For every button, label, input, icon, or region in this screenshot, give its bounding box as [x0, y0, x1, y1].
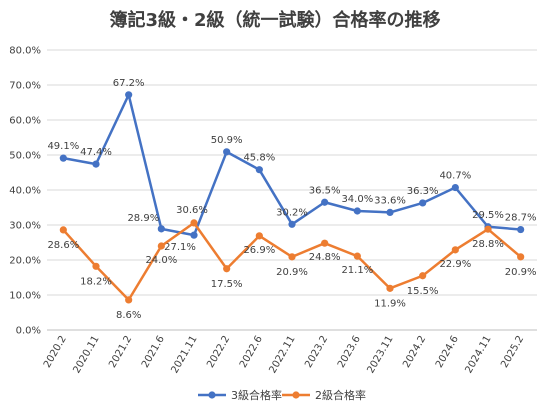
y-tick-label: 30.0%	[9, 221, 41, 232]
data-point-1	[59, 154, 67, 162]
data-label-1: 49.1%	[47, 141, 79, 152]
data-point-2	[125, 296, 133, 304]
data-label-2: 28.8%	[472, 239, 504, 250]
data-label-1: 28.7%	[505, 213, 537, 224]
x-tick-label: 2022.2	[205, 334, 232, 370]
data-point-2	[190, 219, 198, 227]
data-point-1	[125, 91, 133, 99]
data-point-2	[92, 262, 100, 270]
y-tick-label: 50.0%	[9, 151, 41, 162]
x-tick-label: 2022.11	[267, 334, 297, 375]
data-label-2: 24.0%	[145, 255, 177, 266]
data-point-2	[223, 265, 231, 273]
y-tick-label: 80.0%	[9, 46, 41, 57]
data-label-2: 20.9%	[276, 267, 308, 278]
data-label-1: 27.1%	[164, 242, 196, 253]
x-tick-label: 2023.11	[365, 334, 395, 375]
data-label-1: 45.8%	[243, 153, 275, 164]
x-tick-label: 2024.2	[401, 334, 428, 370]
x-tick-label: 2024.6	[434, 334, 461, 370]
data-point-1	[190, 231, 198, 239]
x-tick-label: 2023.6	[336, 334, 363, 370]
data-label-1: 67.2%	[113, 78, 145, 89]
data-label-1: 36.3%	[407, 186, 439, 197]
data-point-1	[321, 198, 329, 206]
data-point-2	[517, 253, 525, 261]
x-tick-label: 2021.2	[107, 334, 134, 370]
legend-label: 3級合格率	[231, 388, 282, 402]
x-tick-label: 2024.11	[463, 334, 493, 375]
x-tick-label: 2020.11	[71, 334, 101, 375]
data-point-2	[288, 253, 296, 261]
data-point-1	[419, 199, 427, 207]
data-point-2	[353, 252, 361, 260]
data-point-1	[517, 225, 525, 234]
x-tick-label: 2021.11	[169, 334, 199, 375]
x-tick-label: 2023.2	[303, 334, 330, 370]
legend-label: 2級合格率	[315, 388, 366, 402]
data-point-2	[484, 225, 492, 233]
data-point-1	[353, 207, 361, 215]
data-label-1: 40.7%	[439, 171, 471, 182]
data-point-1	[451, 183, 459, 192]
data-label-2: 24.8%	[309, 252, 341, 263]
data-point-2	[451, 246, 459, 254]
data-label-2: 11.9%	[374, 298, 406, 309]
data-label-1: 50.9%	[211, 135, 243, 146]
data-label-1: 30.2%	[276, 207, 308, 218]
data-label-2: 8.6%	[116, 310, 141, 321]
data-point-2	[59, 226, 67, 234]
data-point-1	[157, 225, 165, 233]
x-tick-label: 2020.2	[42, 334, 69, 370]
x-tick-label: 2021.6	[140, 334, 167, 370]
data-label-1: 36.5%	[309, 185, 341, 196]
data-label-1: 28.9%	[127, 213, 159, 224]
data-point-2	[157, 242, 165, 250]
data-label-2: 26.9%	[243, 245, 275, 256]
data-label-2: 22.9%	[439, 259, 471, 270]
data-point-1	[386, 208, 394, 216]
data-label-1: 34.0%	[341, 194, 373, 205]
data-point-1	[288, 220, 296, 228]
x-tick-label: 2022.6	[238, 334, 265, 370]
data-point-1	[255, 166, 263, 174]
y-tick-label: 10.0%	[9, 291, 41, 302]
y-tick-label: 40.0%	[9, 186, 41, 197]
data-point-1	[92, 160, 100, 168]
data-point-2	[419, 272, 427, 280]
data-point-2	[321, 239, 329, 247]
data-label-2: 20.9%	[505, 267, 537, 278]
x-tick-label: 2025.2	[499, 334, 526, 370]
data-label-2: 28.6%	[47, 240, 79, 251]
legend-marker	[208, 391, 216, 399]
y-tick-label: 70.0%	[9, 81, 41, 92]
y-tick-label: 0.0%	[16, 326, 41, 337]
data-label-2: 18.2%	[80, 276, 112, 287]
chart-title: 簿記3級・2級（統一試験）合格率の推移	[109, 10, 441, 31]
data-label-1: 33.6%	[374, 195, 406, 206]
y-tick-label: 60.0%	[9, 116, 41, 127]
data-label-2: 30.6%	[176, 205, 208, 216]
data-label-2: 21.1%	[341, 265, 373, 276]
data-label-2: 17.5%	[211, 279, 243, 290]
data-point-1	[223, 148, 231, 156]
data-label-1: 47.4%	[80, 147, 112, 158]
y-tick-label: 20.0%	[9, 256, 41, 267]
legend-marker	[292, 391, 300, 399]
data-point-2	[255, 232, 263, 240]
data-label-2: 15.5%	[407, 286, 439, 297]
data-label-1: 29.5%	[472, 210, 504, 221]
data-point-2	[386, 284, 394, 292]
